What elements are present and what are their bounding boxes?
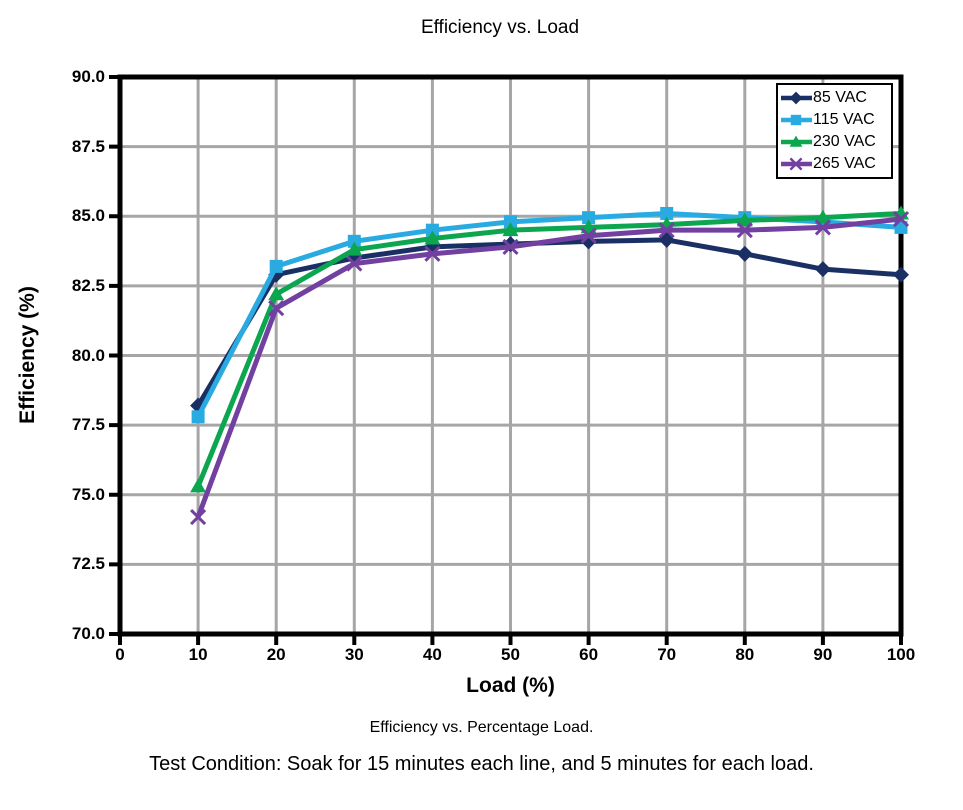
figure-caption: Efficiency vs. Percentage Load. [369, 719, 594, 736]
x-tick-label: 40 [422, 645, 442, 664]
legend-label: 230 VAC [813, 133, 876, 150]
chart-legend: 85 VAC 115 VAC 230 VAC 265 VAC [776, 83, 893, 179]
legend-label: 85 VAC [813, 89, 867, 106]
y-tick-label: 82.5 [71, 275, 105, 295]
x-tick-label: 50 [501, 645, 520, 664]
legend-marker-square-icon [781, 114, 812, 126]
legend-item-85-vac: 85 VAC [781, 87, 891, 109]
x-tick-label: 30 [344, 645, 364, 664]
x-tick-label: 70 [657, 645, 677, 664]
legend-marker-diamond-icon [781, 91, 812, 105]
x-tick-label: 90 [813, 645, 833, 664]
legend-marker-x-icon [781, 157, 812, 171]
y-tick-label: 80.0 [71, 345, 105, 365]
x-tick-label: 20 [266, 645, 286, 664]
y-tick-label: 72.5 [71, 554, 105, 574]
series-line-265-vac [195, 216, 902, 518]
chart-title: Efficiency vs. Load [420, 17, 580, 38]
series-230-vac [190, 205, 909, 493]
x-tick-label: 0 [115, 645, 125, 664]
x-tick-label: 10 [188, 645, 208, 664]
x-tick-label: 80 [735, 645, 755, 664]
legend-item-230-vac: 230 VAC [781, 131, 891, 153]
legend-item-265-vac: 265 VAC [781, 153, 891, 175]
legend-label: 265 VAC [813, 155, 876, 172]
test-condition-note: Test Condition: Soak for 15 minutes each… [149, 753, 814, 775]
series-line-85-vac [195, 237, 902, 407]
y-tick-label: 70.0 [71, 624, 105, 643]
legend-label: 115 VAC [813, 111, 875, 128]
legend-marker-triangle-icon [781, 135, 812, 147]
y-axis-title: Efficiency (%) [16, 286, 39, 424]
series-265-vac [190, 210, 910, 526]
series-line-230-vac [195, 210, 902, 488]
y-tick-label: 77.5 [71, 415, 105, 435]
y-tick-label: 85.0 [71, 206, 105, 226]
axis-ticks [109, 75, 903, 645]
x-tick-label: 100 [886, 645, 916, 664]
legend-item-115-vac: 115 VAC [781, 109, 891, 131]
y-tick-label: 90.0 [71, 67, 105, 86]
x-axis-title: Load (%) [466, 674, 555, 697]
y-tick-label: 75.0 [71, 484, 105, 504]
y-tick-label: 87.5 [71, 136, 105, 156]
x-tick-label: 60 [579, 645, 599, 664]
plot-border [117, 74, 904, 637]
